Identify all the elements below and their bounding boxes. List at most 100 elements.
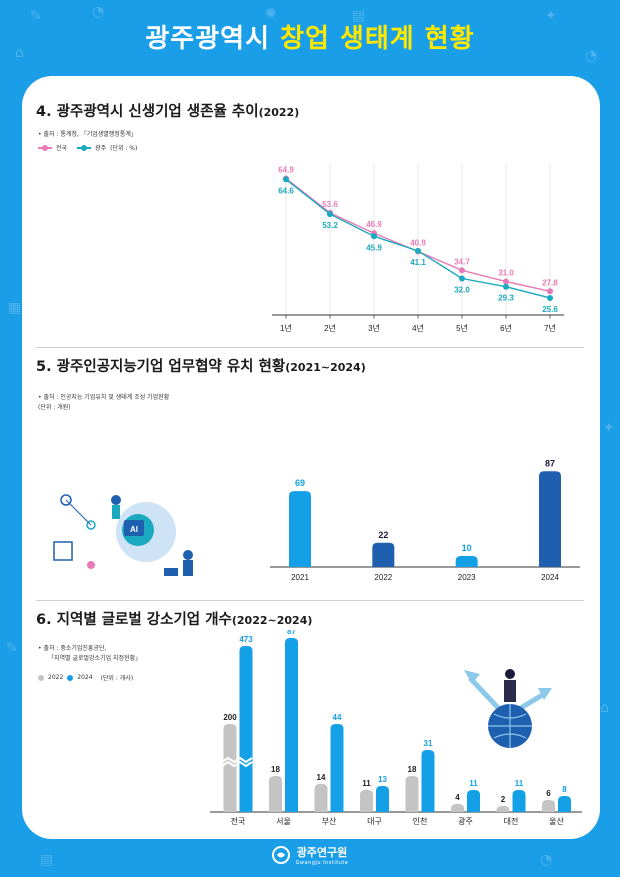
person-head — [505, 669, 515, 679]
decor-icon: ✎ — [30, 8, 42, 24]
globe-illustration — [464, 669, 552, 748]
divider — [36, 347, 584, 348]
bar — [496, 806, 510, 812]
x-tick-label: 3년 — [368, 323, 380, 333]
data-label: 53.2 — [322, 221, 338, 230]
decor-icon: ▦ — [8, 300, 22, 316]
x-tick-label: 대구 — [367, 817, 382, 826]
data-label: 6 — [546, 789, 551, 798]
decor-icon: ◔ — [92, 4, 105, 20]
data-label: 11 — [469, 779, 478, 788]
x-tick-label: 2년 — [324, 323, 336, 333]
legend-gwangju: 광주 — [95, 145, 107, 152]
bar — [285, 638, 298, 812]
data-label: 25.6 — [542, 305, 558, 314]
decor-icon: ▤ — [40, 852, 54, 868]
data-label: 41.1 — [410, 258, 426, 267]
bar — [330, 724, 344, 812]
data-label: 44 — [333, 713, 342, 722]
section6-title: 6. 지역별 글로벌 강소기업 개수(2022~2024) — [36, 612, 313, 628]
legend-national: 전국 — [56, 145, 68, 152]
chip-icon — [53, 541, 73, 561]
arrowhead-right — [538, 688, 552, 700]
decor-icon: ⌂ — [600, 700, 609, 716]
divider — [36, 600, 584, 601]
x-tick-label: 대전 — [504, 816, 519, 826]
section4-source: • 출처 : 통계청, 「기업생멸행정통계」 — [38, 131, 137, 138]
axis-break-marker — [221, 760, 253, 768]
title-white: 광주광역시 — [145, 24, 270, 54]
section6-source: • 출처 : 중소기업진흥공단, 「지역별 글로벌강소기업 지정현황」 — [38, 645, 142, 662]
data-label: 22 — [378, 530, 388, 540]
title-yellow: 창업 생태계 현황 — [280, 24, 475, 54]
bar — [467, 790, 480, 812]
data-label: 13 — [378, 775, 387, 784]
data-label: 64.6 — [278, 186, 294, 195]
person-body — [504, 680, 516, 702]
section4-title: 4. 광주광역시 신생기업 생존율 추이(2022) — [36, 104, 300, 120]
x-tick-label: 광주 — [458, 816, 473, 826]
section5-source: • 출처 : 인공지능 기업유치 및 생태계 조성 기업현황 — [38, 394, 170, 401]
legend-gwangju-marker — [77, 144, 92, 151]
data-label: 46.9 — [366, 220, 382, 229]
data-label: 64.9 — [278, 166, 294, 175]
bar — [542, 800, 555, 812]
data-point — [547, 294, 553, 301]
data-label: 18 — [408, 765, 417, 774]
person-figure — [183, 550, 193, 560]
network-node — [86, 520, 96, 530]
person-figure — [111, 495, 121, 505]
data-label: 10 — [462, 543, 472, 553]
ai-badge-label: AI — [130, 525, 138, 534]
bar — [512, 790, 526, 812]
x-tick-label: 5년 — [456, 323, 468, 333]
decor-icon: ✦ — [603, 420, 615, 436]
bar — [376, 786, 389, 812]
globe-grid — [488, 704, 532, 748]
data-label: 8 — [562, 785, 567, 794]
decor-icon: ✎ — [6, 640, 18, 656]
x-tick-label: 6년 — [500, 323, 512, 333]
section4-unit: (단위 : %) — [110, 145, 138, 152]
data-label: 87 — [545, 458, 555, 468]
data-label: 69 — [295, 478, 305, 488]
bar — [455, 556, 478, 567]
x-tick-label: 2021 — [291, 573, 309, 582]
section5-unit: (단위 : 개원) — [38, 404, 71, 411]
x-tick-label: 부산 — [322, 816, 337, 826]
survival-line-chart: 1년 2년 3년 4년 5년 6년 7년 64.9 53.6 46.9 40.9 34.7 31.0 27… — [272, 163, 564, 333]
logo-sub: GwangJu Institute — [295, 860, 349, 866]
laptop-icon — [164, 568, 178, 576]
global-firm-bar-chart: 200 473 전국 18 87 서울 14 44 부산 11 13 대구 18 31 인천 4 11 광주 2 11… — [210, 630, 582, 826]
ai-badge — [124, 520, 144, 536]
x-tick-label: 인천 — [413, 816, 428, 826]
x-tick-label: 7년 — [544, 323, 556, 333]
section6-legend: 2022 2024 (단위 : 개사) — [38, 673, 133, 682]
bar — [223, 724, 237, 812]
bar — [360, 790, 373, 812]
bar — [239, 646, 253, 812]
data-label: 2 — [501, 795, 506, 804]
logo-icon — [271, 846, 290, 864]
data-label: 32.0 — [454, 286, 470, 295]
footer: 광주연구원 GwangJu Institute — [0, 844, 620, 868]
section5-title: 5. 광주인공지능기업 업무협약 유치 현황(2021~2024) — [36, 359, 366, 375]
decor-icon: ⌂ — [15, 45, 24, 61]
institute-logo: 광주연구원 GwangJu Institute — [271, 844, 349, 866]
section6-unit: (단위 : 개사) — [100, 675, 134, 682]
legend-2024-marker — [67, 674, 74, 681]
data-label: 200 — [223, 713, 237, 722]
legend-2022: 2022 — [48, 674, 64, 681]
x-tick-label: 서울 — [276, 817, 291, 826]
legend-national-marker — [38, 144, 52, 151]
person-body — [112, 505, 120, 519]
data-label: 87 — [287, 630, 296, 636]
page-title: 광주광역시 창업 생태계 현황 — [0, 18, 620, 55]
decor-icon: ▤ — [352, 8, 366, 24]
mou-bar-chart: 69 2021 22 2022 10 2023 87 2024 — [270, 458, 580, 582]
bar — [451, 804, 464, 812]
person-body — [183, 560, 193, 576]
data-label: 31.0 — [498, 269, 514, 278]
data-point — [459, 275, 465, 282]
data-label: 14 — [317, 773, 326, 782]
